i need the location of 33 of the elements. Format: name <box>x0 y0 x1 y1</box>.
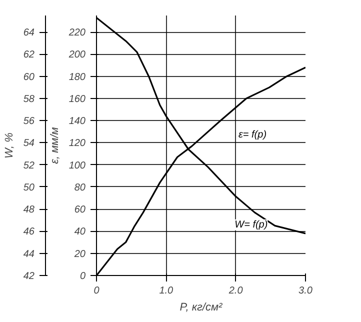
y-tick-label: 200 <box>68 50 86 61</box>
y-tick-label: 0 <box>80 271 86 282</box>
y2-tick-label: 58 <box>23 94 35 105</box>
y2-tick-label: 62 <box>23 50 35 61</box>
y-tick-label: 80 <box>74 182 86 194</box>
x-tick-label: 1.0 <box>159 286 174 296</box>
y2-tick-label: 60 <box>23 72 35 83</box>
y2-tick-label: 54 <box>23 138 35 150</box>
y2-tick-label: 52 <box>23 160 35 172</box>
y-tick-label: 120 <box>68 138 86 150</box>
y-tick-label: 160 <box>68 94 86 105</box>
y2-tick-label: 44 <box>23 248 35 260</box>
y-tick-label: 60 <box>74 204 86 216</box>
y2-axis-title: W, % <box>3 132 16 158</box>
y-axis-title: ε, мм/м <box>48 126 61 164</box>
y2-tick-label: 56 <box>23 116 35 128</box>
y2-tick-label: 42 <box>23 271 35 282</box>
x-axis-title: P, кг/см² <box>180 302 223 314</box>
y-tick-label: 40 <box>74 226 86 238</box>
y2-tick-label: 50 <box>23 182 35 194</box>
y-tick-label: 20 <box>73 248 86 260</box>
x-tick-label: 3.0 <box>298 286 313 296</box>
y2-tick-label: 46 <box>23 226 35 238</box>
x-tick-label: 0 <box>94 286 100 296</box>
y2-tick-label: 64 <box>23 28 35 39</box>
series-label: W= f(p) <box>234 219 268 230</box>
x-tick-label: 2.0 <box>228 286 244 296</box>
series-label: ε= f(p) <box>238 130 267 141</box>
y-tick-label: 180 <box>68 72 86 83</box>
y-tick-label: 140 <box>68 116 86 128</box>
y-tick-label: 220 <box>68 28 86 39</box>
y-tick-label: 100 <box>68 160 86 172</box>
y2-tick-label: 48 <box>23 204 35 216</box>
